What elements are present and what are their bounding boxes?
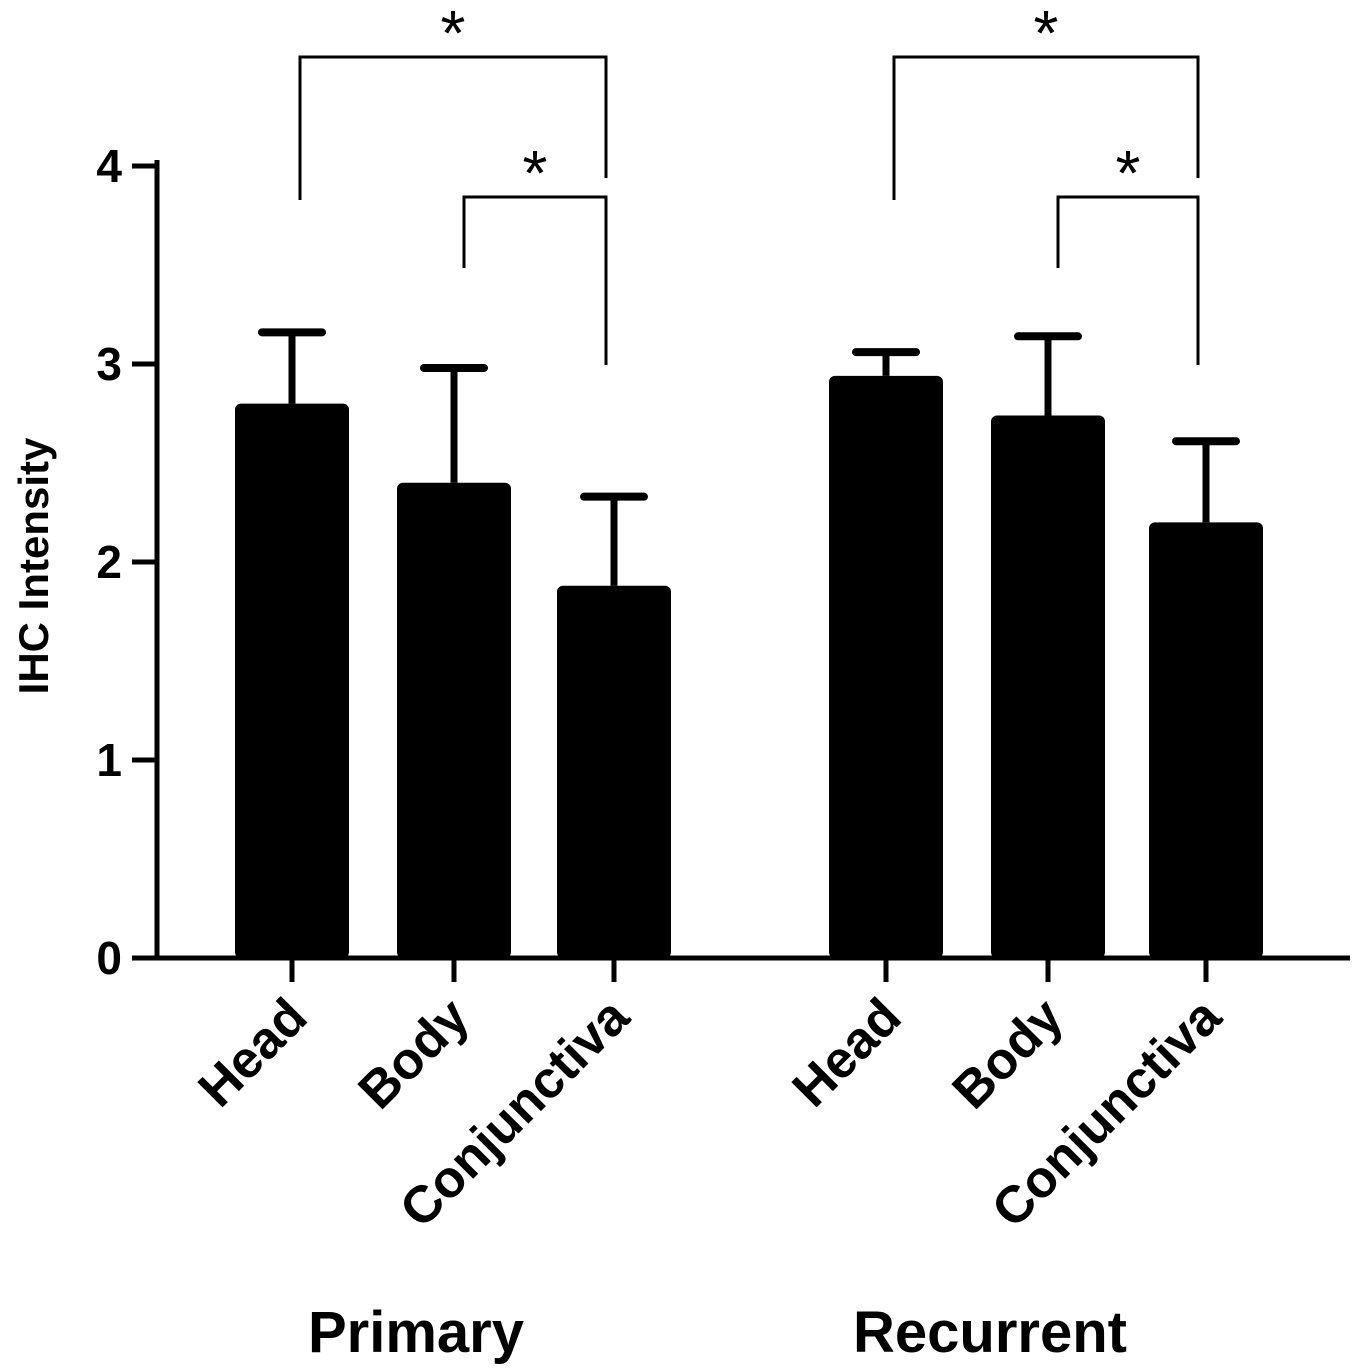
category-label: Head <box>188 987 319 1118</box>
y-tick-label: 3 <box>96 338 122 390</box>
group-label: Recurrent <box>853 1300 1127 1365</box>
y-tick-label: 0 <box>96 932 122 984</box>
significance-bracket <box>298 55 608 200</box>
significance-brackets: * * * * <box>298 0 1200 365</box>
significance-bracket <box>1056 195 1200 365</box>
category-label: Body <box>348 987 481 1120</box>
y-tick-label: 1 <box>96 734 122 786</box>
category-label: Body <box>942 987 1075 1120</box>
category-label: Head <box>782 987 913 1118</box>
significance-star: * <box>1034 0 1059 69</box>
y-tick-label: 2 <box>96 536 122 588</box>
bar <box>829 375 943 958</box>
significance-star: * <box>523 137 548 209</box>
bar <box>1149 522 1263 958</box>
significance-star: * <box>1116 137 1141 209</box>
bars <box>235 328 1263 959</box>
bar <box>991 415 1105 959</box>
bar <box>557 585 671 958</box>
significance-star: * <box>441 0 466 69</box>
y-tick-label: 4 <box>96 140 122 192</box>
significance-bracket <box>892 55 1200 200</box>
bar <box>235 403 349 959</box>
y-axis-title: IHC Intensity <box>10 437 57 694</box>
significance-bracket <box>462 195 608 365</box>
group-label: Primary <box>308 1300 524 1365</box>
bar <box>397 482 511 958</box>
